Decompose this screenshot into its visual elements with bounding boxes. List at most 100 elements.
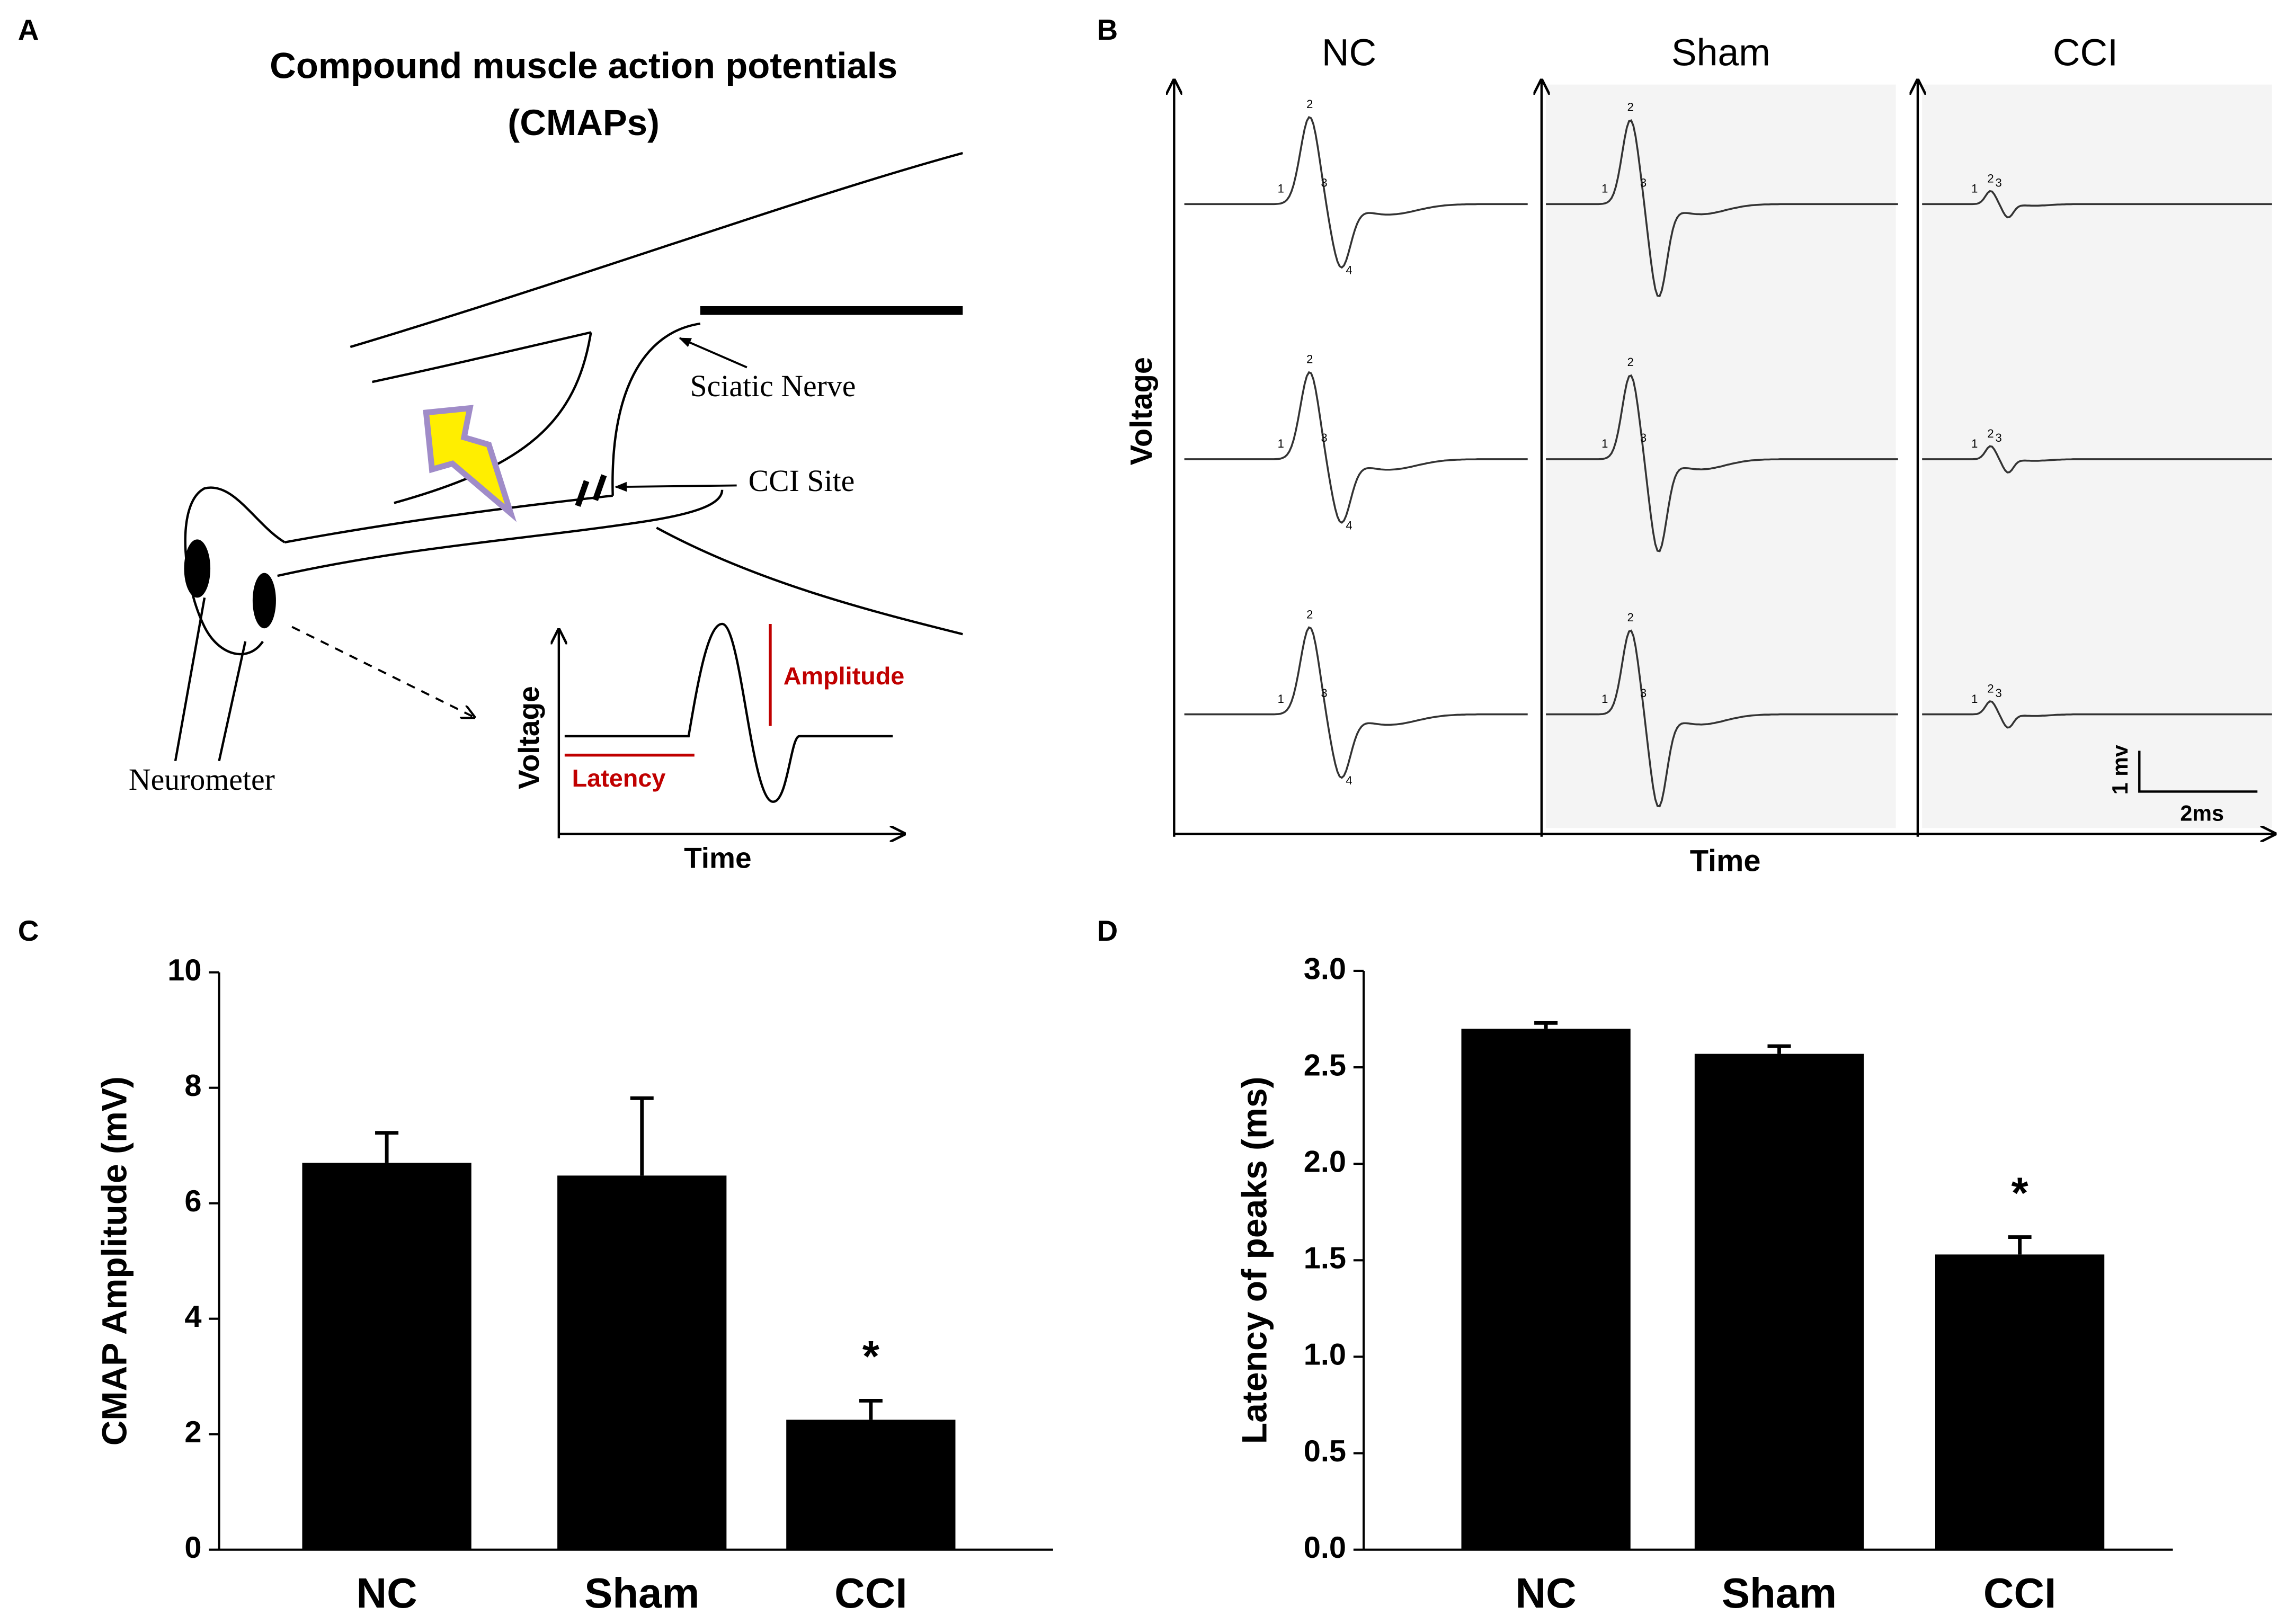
bar <box>1935 1254 2105 1550</box>
panel-label: B <box>1097 13 1118 46</box>
group-title: NC <box>1322 31 1376 74</box>
peak-number: 1 <box>1278 692 1284 706</box>
leg-outline <box>394 332 592 504</box>
error-bar <box>859 1399 883 1420</box>
peak-number: 1 <box>1278 182 1284 195</box>
leg-outline <box>277 489 724 577</box>
y-tick-label: 0 <box>184 1531 201 1565</box>
peak-number: 1 <box>1601 437 1608 450</box>
recording-background <box>1546 84 1896 828</box>
y-tick-label: 10 <box>167 953 201 987</box>
trace <box>1184 626 1528 779</box>
x-tick-label: CCI <box>834 1569 907 1617</box>
peak-number: 1 <box>1971 437 1978 450</box>
arrow <box>614 481 737 492</box>
diagram-title: (CMAPs) <box>508 102 660 143</box>
inset-y-label: Voltage <box>512 686 545 789</box>
electrode <box>252 573 276 629</box>
y-tick-label: 2.5 <box>1304 1048 1346 1082</box>
paw-outline <box>184 486 286 656</box>
group-title: Sham <box>1671 31 1770 74</box>
significance-label: * <box>2012 1168 2029 1217</box>
bar <box>786 1420 956 1550</box>
peak-number: 4 <box>1346 264 1352 277</box>
recording-background <box>1922 84 2272 828</box>
x-label: Time <box>1690 844 1761 878</box>
error-bar <box>375 1131 399 1163</box>
leg-outline <box>372 331 591 383</box>
error-bar <box>2008 1235 2032 1255</box>
peak-number: 3 <box>1996 176 2002 190</box>
trace <box>1922 700 2272 729</box>
trace <box>1922 190 2272 219</box>
peak-number: 2 <box>1306 608 1313 621</box>
recordings: Voltage Time 1 mv 2ms NC Sham CCI <box>1125 31 2275 878</box>
scale-bar <box>2138 751 2258 793</box>
peak-number: 1 <box>1601 182 1608 195</box>
nerve <box>611 322 701 496</box>
inset-x-label: Time <box>684 841 751 874</box>
scale-label: 2ms <box>2180 801 2224 825</box>
y-label: Latency of peaks (ms) <box>1235 1076 1274 1444</box>
electrode <box>184 539 211 598</box>
bar <box>302 1163 471 1550</box>
stimulus-bolt <box>423 405 517 522</box>
label: Sciatic Nerve <box>690 369 856 403</box>
trace <box>1184 371 1528 524</box>
label: CCI Site <box>749 464 855 498</box>
peak-number: 3 <box>1996 431 2002 444</box>
panel-label: A <box>18 13 39 46</box>
arrow <box>679 337 747 369</box>
y-tick-label: 8 <box>184 1069 201 1103</box>
y-tick-label: 6 <box>184 1184 201 1218</box>
y-tick-label: 2.0 <box>1304 1145 1346 1179</box>
y-tick-label: 0.5 <box>1304 1434 1346 1468</box>
peak-number: 1 <box>1971 692 1978 706</box>
peak-number: 3 <box>1640 431 1647 444</box>
y-label: CMAP Amplitude (mV) <box>94 1076 134 1445</box>
panel-label: C <box>18 914 39 947</box>
inset-label: Amplitude <box>784 662 905 690</box>
peak-number: 2 <box>1627 100 1634 113</box>
error-bar <box>630 1096 654 1176</box>
trace <box>1546 119 1898 298</box>
leg-outline <box>284 494 613 544</box>
panel-label: D <box>1097 914 1118 947</box>
peak-number: 3 <box>1321 176 1327 190</box>
group-title: CCI <box>2053 31 2118 74</box>
peak-number: 2 <box>1987 172 1994 185</box>
cci-ligature <box>575 474 607 507</box>
peak-number: 2 <box>1987 427 1994 440</box>
x-tick-label: NC <box>1515 1569 1576 1617</box>
peak-number: 3 <box>1996 686 2002 700</box>
scale-label: 1 mv <box>2108 745 2132 795</box>
y-tick-label: 4 <box>184 1300 201 1334</box>
inset-label: Latency <box>572 764 666 792</box>
significance-label: * <box>862 1332 880 1381</box>
peak-number: 2 <box>1627 611 1634 624</box>
trace <box>1546 374 1898 552</box>
dashed-arrow <box>291 626 474 717</box>
error-bar <box>1767 1044 1791 1054</box>
trace <box>1546 629 1898 808</box>
peak-number: 3 <box>1321 431 1327 444</box>
diagram-title: Compound muscle action potentials <box>270 46 897 86</box>
peak-number: 2 <box>1627 355 1634 369</box>
x-tick-label: CCI <box>1983 1569 2056 1617</box>
bar <box>1461 1029 1631 1550</box>
peak-number: 1 <box>1278 437 1284 450</box>
leg-outline <box>656 527 963 636</box>
x-tick-label: NC <box>356 1569 417 1617</box>
y-tick-label: 0.0 <box>1304 1531 1346 1565</box>
x-tick-label: Sham <box>1722 1569 1837 1617</box>
peak-number: 3 <box>1640 176 1647 190</box>
y-tick-label: 2 <box>184 1415 201 1449</box>
peak-number: 3 <box>1321 686 1327 700</box>
trace <box>1922 445 2272 474</box>
bar <box>1694 1054 1864 1550</box>
peak-number: 1 <box>1971 182 1978 195</box>
y-label: Voltage <box>1125 357 1159 465</box>
lead-wire <box>174 597 247 762</box>
diagram: Compound muscle action potentials (CMAPs… <box>129 46 963 874</box>
